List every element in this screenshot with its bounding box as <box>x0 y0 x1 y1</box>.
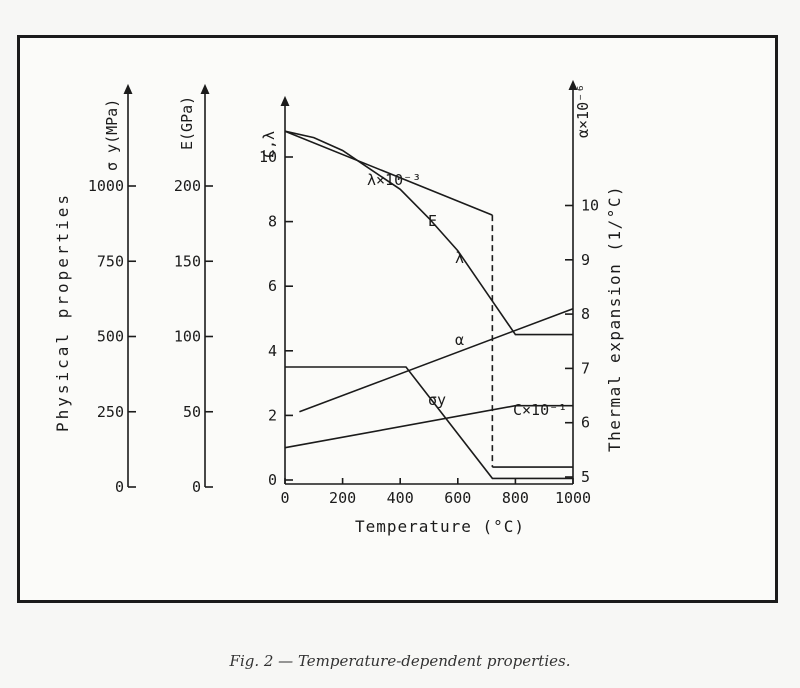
c-tick-label: 6 <box>268 277 277 295</box>
series-line-α <box>299 307 574 413</box>
sigma-tick-label: 500 <box>97 328 124 346</box>
sigma-tick-label: 1000 <box>88 177 124 195</box>
sigma-tick-label: 0 <box>115 478 124 496</box>
series-label: E <box>428 212 437 230</box>
series-line-c10 <box>284 404 573 449</box>
alpha-tick-label: 9 <box>581 251 590 269</box>
figure-caption: Fig. 2 — Temperature-dependent propertie… <box>229 652 571 670</box>
x-tick-label: 400 <box>387 489 414 507</box>
e-axis-title: E(GPa) <box>178 96 196 150</box>
e-tick-label: 200 <box>174 177 201 195</box>
c-tick-label: 2 <box>268 406 277 424</box>
alpha-tick-label: 10 <box>581 197 599 215</box>
c-axis-title: C,λ <box>260 131 278 158</box>
e-tick-label: 0 <box>192 478 201 496</box>
series-label: σy <box>428 391 446 409</box>
e-tick-label: 100 <box>174 328 201 346</box>
sigma-tick-label: 250 <box>97 403 124 421</box>
series-label: C×10⁻¹ <box>513 401 567 419</box>
x-tick-label: 0 <box>280 489 289 507</box>
c-tick-label: 8 <box>268 213 277 231</box>
series-label-lambda-curve: λ <box>455 249 464 267</box>
x-tick-label: 800 <box>502 489 529 507</box>
series-line-σy <box>285 366 573 480</box>
series-label: λ×10⁻³ <box>367 171 421 189</box>
sigma-axis-title: σ y(MPa) <box>103 99 121 171</box>
c-tick-label: 10 <box>259 148 277 166</box>
alpha-tick-label: 5 <box>581 468 590 486</box>
x-tick-label: 600 <box>444 489 471 507</box>
figure-frame <box>17 35 778 603</box>
y-axis-title-left: Physical properties <box>53 192 72 432</box>
alpha-tick-label: 8 <box>581 305 590 323</box>
e-tick-label: 50 <box>183 403 201 421</box>
x-tick-label: 200 <box>329 489 356 507</box>
alpha-tick-label: 7 <box>581 359 590 377</box>
x-axis-title: Temperature (°C) <box>355 517 525 536</box>
c-tick-label: 4 <box>268 342 277 360</box>
sigma-tick-label: 750 <box>97 252 124 270</box>
c-tick-label: 0 <box>268 471 277 489</box>
alpha-tick-label: 6 <box>581 414 590 432</box>
series-line-e <box>284 130 493 216</box>
series-label: α <box>455 331 464 349</box>
y-axis-title-right: Thermal expansion (1/°C) <box>605 185 624 452</box>
x-tick-label: 1000 <box>555 489 591 507</box>
e-tick-label: 150 <box>174 252 201 270</box>
alpha-axis-title: α×10⁻⁶ <box>574 84 592 138</box>
series-line-λ10 <box>284 130 573 336</box>
